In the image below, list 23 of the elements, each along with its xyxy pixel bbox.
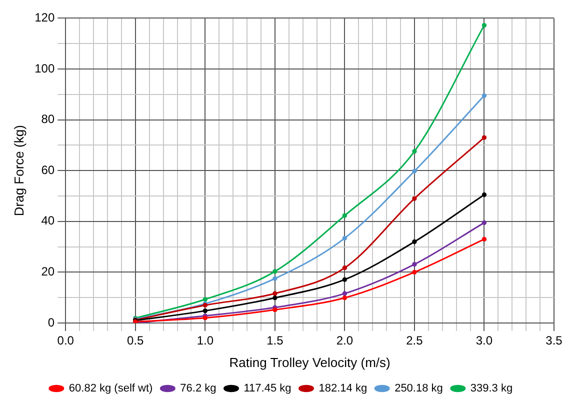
legend-label: 250.18 kg [394, 382, 443, 395]
y-axis-title: Drag Force (kg) [11, 125, 26, 216]
y-tick-label: 120 [34, 10, 55, 25]
x-tick-label: 0.0 [57, 334, 74, 348]
x-tick-label: 0.5 [127, 334, 144, 348]
y-tick-label: 0 [48, 315, 55, 330]
x-tick-label: 2.0 [336, 334, 354, 348]
x-tick-label: 1.0 [196, 334, 214, 348]
x-axis-title: Rating Trolley Velocity (m/s) [229, 354, 390, 370]
y-tick-label: 80 [41, 112, 55, 126]
y-tick-label: 20 [41, 264, 55, 279]
x-tick-label: 3.0 [476, 334, 493, 348]
legend-label: 339.3 kg [470, 382, 513, 395]
y-tick-label: 40 [41, 214, 55, 228]
legend-label: 182.14 kg [318, 382, 368, 395]
y-tick-label: 100 [34, 61, 55, 76]
x-tick-label: 1.5 [266, 334, 284, 348]
legend-label: 60.82 kg (self wt) [68, 382, 153, 395]
legend-label: 117.45 kg [244, 382, 292, 395]
legend-label: 76.2 kg [180, 382, 216, 395]
x-tick-label: 2.5 [406, 334, 424, 348]
y-tick-label: 60 [41, 162, 55, 177]
x-tick-label: 3.5 [546, 334, 563, 348]
